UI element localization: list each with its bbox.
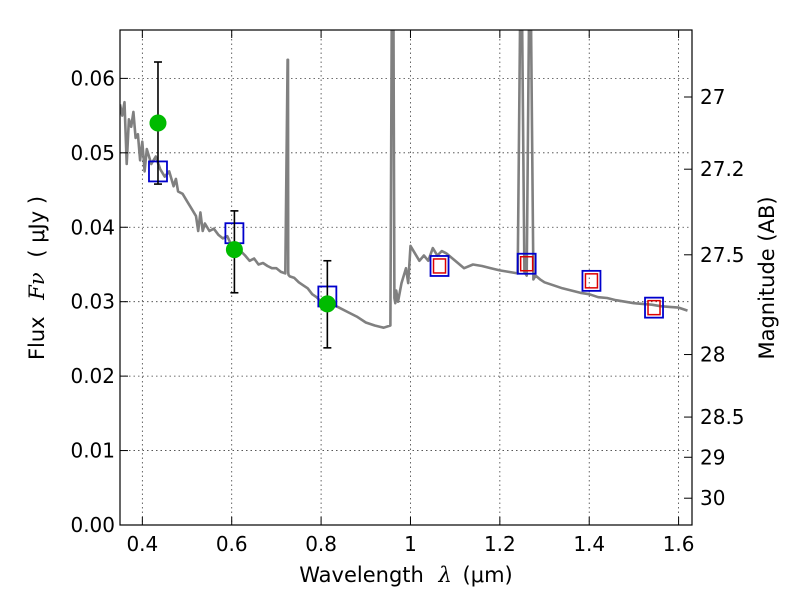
- x-axis-title: Wavelength λ (μm): [299, 563, 512, 587]
- y2-tick-label: 28: [700, 343, 725, 367]
- nir-model-square-outer: [516, 252, 537, 275]
- y2-tick-label: 27.2: [700, 157, 745, 181]
- nir-model-square-inner: [432, 258, 447, 274]
- observed-point: [149, 114, 167, 132]
- nir-model-square-inner: [584, 273, 599, 289]
- y2-tick-label: 27: [700, 85, 725, 109]
- nir-model-square-inner: [647, 299, 661, 316]
- x-tick-label: 1.4: [573, 532, 605, 556]
- nir-model-square-outer: [644, 296, 664, 319]
- y2-tick-label: 29: [700, 445, 725, 469]
- observed-point: [225, 241, 243, 259]
- nir-model-square-outer: [429, 255, 450, 277]
- y-axis-title: Flux Fν ( μJy ): [25, 196, 49, 360]
- y-tick-label: 0.05: [70, 141, 115, 165]
- x-tick-label: 1.6: [663, 532, 695, 556]
- observed-point: [318, 295, 336, 313]
- y-tick-label: 0.03: [70, 290, 115, 314]
- y-tick-label: 0.04: [70, 215, 115, 239]
- y-tick-label: 0.00: [70, 513, 115, 537]
- y-tick-label: 0.02: [70, 364, 115, 388]
- x-tick-label: 0.6: [216, 532, 248, 556]
- nir-model-square-outer: [581, 269, 602, 292]
- nir-model-square-inner: [519, 255, 534, 272]
- x-tick-label: 0.4: [126, 532, 158, 556]
- x-tick-label: 1.2: [484, 532, 516, 556]
- sed-model-line: [120, 30, 688, 330]
- y-tick-label: 0.06: [70, 66, 115, 90]
- y2-tick-label: 30: [700, 486, 725, 510]
- photometry-layer: [148, 61, 664, 349]
- sed-model-layer: [120, 30, 688, 330]
- x-tick-label: 0.8: [305, 532, 337, 556]
- plot-frame: [119, 29, 693, 526]
- y2-tick-label: 28.5: [700, 405, 745, 429]
- ticks: 0.4 0.6 0.8 1 1.2 1.4 1.6 0.00 0.01 0.02 0.03 0.04 0…: [70, 30, 745, 556]
- y-tick-label: 0.01: [70, 439, 115, 463]
- x-tick-label: 1: [404, 532, 417, 556]
- y2-axis-title: Magnitude (AB): [755, 196, 779, 359]
- grid: [120, 30, 692, 526]
- y2-tick-label: 27.5: [700, 243, 745, 267]
